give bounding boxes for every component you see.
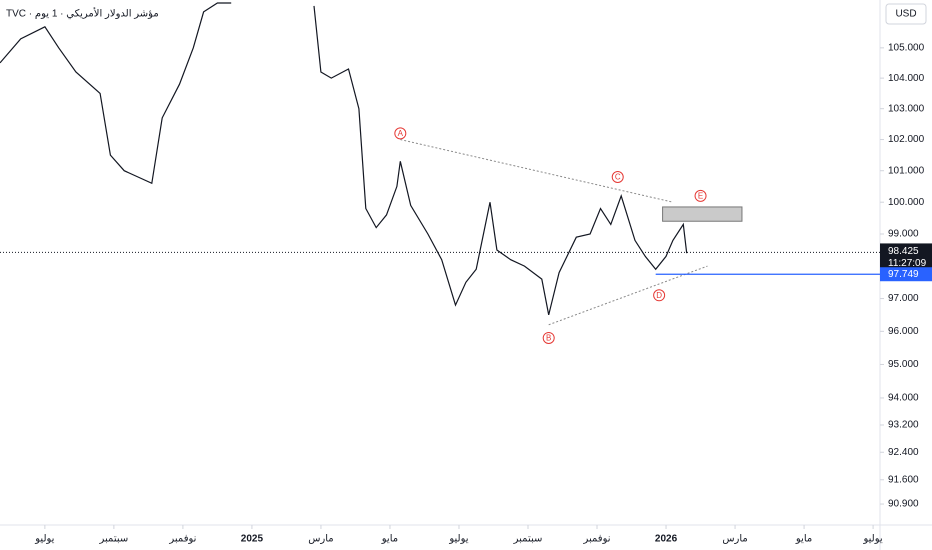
x-tick-label: نوفمبر [168,534,196,545]
y-tick-label: 101.000 [888,165,925,176]
level-box [880,267,932,282]
x-tick-label: نوفمبر [582,534,610,545]
y-tick-label: 96.000 [888,326,919,337]
x-tick-label: مايو [381,534,398,545]
wave-label: C [615,173,621,182]
y-tick-label: 105.000 [888,42,925,53]
x-tick-label: يوليو [34,534,54,545]
y-tick-label: 104.000 [888,73,925,84]
x-tick-label: 2025 [241,534,264,545]
y-tick-label: 100.000 [888,197,925,208]
countdown: 11:27:09 [888,258,927,269]
wave-marker [611,170,624,183]
wave-label: D [656,291,662,300]
plot: A B C D E [0,2,743,344]
x-tick-label: سبتمبر [99,534,129,545]
price-line [0,2,688,316]
x-tick-label: مايو [795,534,812,545]
x-tick-label: يوليو [448,534,468,545]
x-tick-label: 2026 [655,534,678,545]
y-tick-label: 94.000 [888,393,919,404]
wave-label: B [546,334,551,343]
wave-label: E [698,191,703,200]
currency-button[interactable] [885,3,927,25]
trendline [548,265,708,326]
wave-label: A [398,129,404,138]
zone [662,206,743,222]
y-tick-label: 95.000 [888,359,919,370]
wave-marker [542,331,555,344]
y-tick-label: 93.200 [888,420,919,431]
y-tick-label: 99.000 [888,229,919,240]
y-tick-label: 103.000 [888,103,925,114]
trendline [400,139,674,203]
wave-marker [694,189,707,202]
y-tick-label: 102.000 [888,134,925,145]
y-tick-label: 92.400 [888,447,919,458]
y-tick-label: 90.900 [888,499,919,510]
wave-marker [653,289,666,302]
chart-title: TVC · مؤشر الدولار الأمريكي · 1 يوم [6,7,159,20]
x-tick-label: مارس [308,534,333,545]
level-label: 97.749 [888,269,919,280]
y-tick-label: 91.600 [888,474,919,485]
last-price-box [880,243,932,272]
y-tick-label: 97.000 [888,293,919,304]
last-price-label: 98.425 [888,246,919,257]
currency-label[interactable]: USD [895,9,916,20]
x-tick-label: يوليو [863,534,883,545]
x-tick-label: سبتمبر [513,534,543,545]
x-tick-label: مارس [722,534,747,545]
wave-marker [394,127,407,140]
